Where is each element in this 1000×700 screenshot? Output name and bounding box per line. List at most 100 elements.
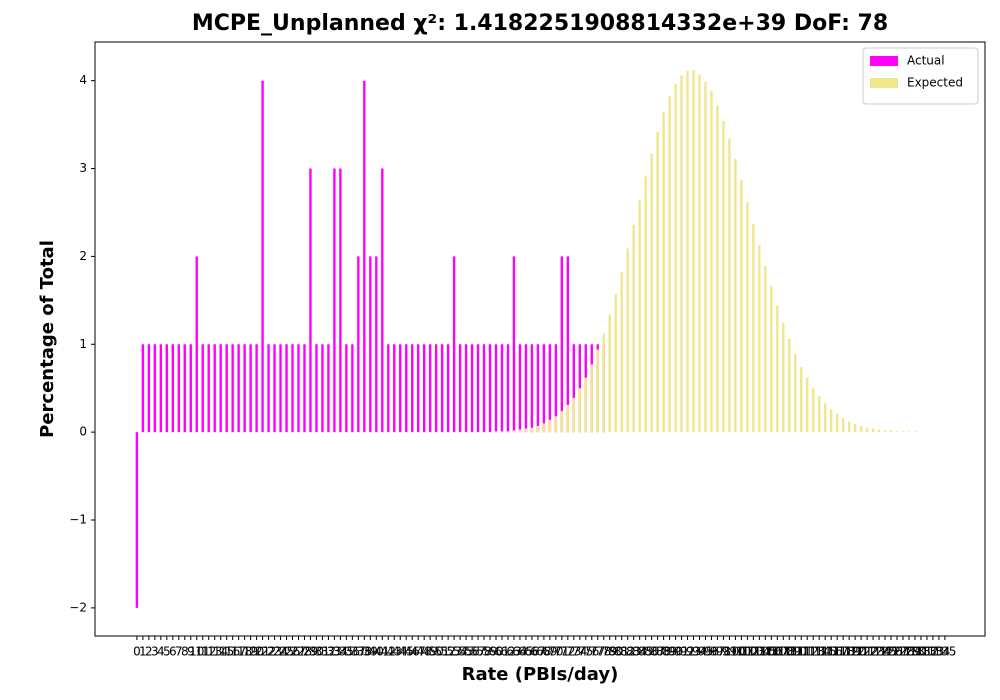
x-tick-label: 105 (754, 645, 777, 659)
x-tick-label: 87 (650, 645, 665, 659)
x-tick-label: 5 (163, 645, 171, 659)
bar (710, 91, 713, 433)
x-tick-label: 32 (321, 645, 336, 659)
x-tick-label: 115 (814, 645, 837, 659)
bar (195, 256, 198, 433)
bar (357, 256, 360, 433)
x-tick-label: 110 (784, 645, 807, 659)
bar (141, 344, 145, 433)
bar (638, 200, 641, 433)
bar (512, 256, 516, 433)
x-tick-label: 43 (387, 645, 402, 659)
bar (518, 344, 522, 433)
plot-frame (94, 41, 986, 637)
x-tick-label: 11 (195, 645, 210, 659)
x-tick-label: 129 (898, 645, 921, 659)
bar (153, 344, 157, 433)
bar (680, 75, 683, 433)
x-tick-label: 81 (614, 645, 629, 659)
bar (686, 70, 689, 433)
legend-swatch (870, 56, 898, 66)
x-tick-label: 103 (742, 645, 765, 659)
x-tick-label: 97 (710, 645, 725, 659)
bar (231, 344, 234, 433)
legend-label: Expected (907, 76, 963, 90)
bar (213, 344, 216, 433)
bar (698, 74, 701, 433)
x-tick-label: 126 (880, 645, 903, 659)
bar (877, 429, 881, 433)
bar (249, 344, 252, 433)
bar (470, 344, 474, 433)
bar (303, 344, 306, 433)
bar (524, 344, 528, 433)
bar (327, 344, 330, 433)
x-tick-label: 85 (638, 645, 653, 659)
x-tick-label: 40 (369, 645, 384, 659)
bar (548, 344, 552, 433)
bar (255, 344, 258, 433)
x-tick-label: 21 (255, 645, 270, 659)
x-tick-label: 131 (910, 645, 933, 659)
x-tick-label: 111 (790, 645, 813, 659)
x-tick-label: 54 (452, 645, 467, 659)
bar (602, 333, 605, 433)
x-tick-label: 41 (375, 645, 390, 659)
x-tick-label: 128 (892, 645, 915, 659)
x-tick-label: 116 (820, 645, 843, 659)
x-tick-label: 78 (596, 645, 611, 659)
x-tick-label: 13 (207, 645, 222, 659)
x-tick-label: 106 (760, 645, 783, 659)
bar (321, 344, 324, 433)
bar (590, 364, 593, 433)
bar (818, 396, 821, 433)
bar (626, 248, 629, 433)
x-tick-label: 125 (874, 645, 897, 659)
bar (219, 344, 222, 433)
x-tick-label: 92 (680, 645, 695, 659)
bar (560, 256, 564, 433)
bar (548, 419, 552, 433)
bar (728, 138, 731, 433)
x-tick-label: 52 (440, 645, 455, 659)
bar (895, 431, 899, 433)
x-tick-label: 55 (458, 645, 473, 659)
x-tick-label: 71 (554, 645, 569, 659)
bar (512, 430, 516, 433)
x-tick-label: 108 (772, 645, 795, 659)
bar (243, 344, 246, 433)
x-tick-label: 90 (668, 645, 683, 659)
bar (907, 431, 911, 433)
x-tick-label: 24 (273, 645, 288, 659)
x-tick-label: 20 (249, 645, 264, 659)
bar (506, 431, 510, 433)
x-tick-label: 30 (309, 645, 324, 659)
bar (506, 344, 510, 433)
bar (859, 425, 863, 433)
bar (500, 344, 504, 433)
x-tick-label: 45 (399, 645, 414, 659)
bar (261, 80, 264, 433)
x-tick-label: 53 (446, 645, 461, 659)
x-tick-label: 27 (291, 645, 306, 659)
bar (806, 377, 809, 433)
bar (656, 131, 659, 433)
x-tick-label: 59 (482, 645, 497, 659)
x-tick-label: 80 (608, 645, 623, 659)
bar (297, 344, 300, 433)
x-tick-label: 57 (470, 645, 485, 659)
x-tick-label: 63 (506, 645, 521, 659)
x-tick-label: 62 (500, 645, 515, 659)
bar (339, 168, 342, 433)
bar (554, 416, 558, 433)
chart-title: MCPE_Unplanned χ²: 1.4182251908814332e+3… (192, 11, 888, 36)
bar (494, 344, 498, 433)
x-tick-label: 124 (868, 645, 891, 659)
legend-swatch (870, 78, 898, 88)
x-tick-label: 31 (315, 645, 330, 659)
bar (500, 431, 504, 433)
bar (835, 413, 839, 433)
x-tick-label: 4 (157, 645, 165, 659)
bar (207, 344, 210, 433)
bar (716, 105, 719, 433)
